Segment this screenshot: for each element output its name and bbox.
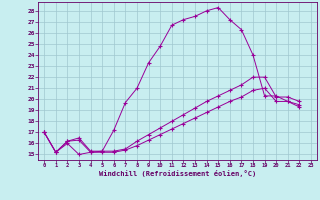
X-axis label: Windchill (Refroidissement éolien,°C): Windchill (Refroidissement éolien,°C) <box>99 170 256 177</box>
